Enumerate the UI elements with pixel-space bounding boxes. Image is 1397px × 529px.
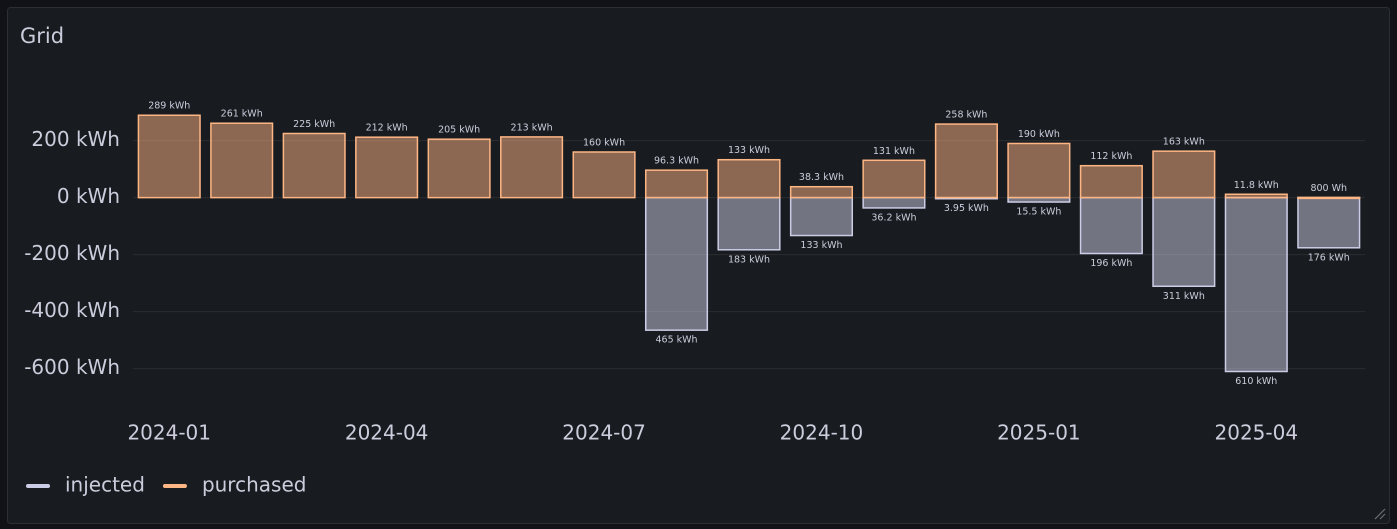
bar — [717, 196, 781, 251]
x-tick-label: 2024-04 — [345, 421, 429, 445]
value-label: 163 kWh — [1163, 137, 1205, 148]
y-tick-label: -600 kWh — [24, 355, 120, 379]
bar — [1152, 150, 1216, 199]
bar — [427, 138, 491, 199]
value-label: 96.3 kWh — [654, 156, 699, 167]
x-tick-label: 2025-01 — [997, 421, 1081, 445]
value-label: 212 kWh — [366, 123, 408, 134]
value-label: 800 Wh — [1310, 183, 1347, 194]
bar — [282, 132, 346, 199]
bar — [1079, 196, 1143, 255]
bar — [1224, 193, 1288, 199]
value-label: 3.95 kWh — [944, 203, 989, 214]
value-label: 205 kWh — [438, 125, 480, 136]
value-label: 38.3 kWh — [799, 172, 844, 183]
x-tick-label: 2024-10 — [780, 421, 864, 445]
bar — [1297, 196, 1361, 200]
bar — [1007, 142, 1071, 199]
value-label: 112 kWh — [1090, 151, 1132, 162]
y-tick-label: 0 kWh — [57, 184, 120, 208]
x-tick-label: 2024-01 — [127, 421, 211, 445]
bar — [1224, 196, 1288, 373]
value-label: 465 kWh — [655, 335, 697, 346]
value-label: 258 kWh — [945, 110, 987, 121]
value-label: 261 kWh — [221, 109, 263, 120]
value-label: 15.5 kWh — [1016, 207, 1061, 218]
value-label: 213 kWh — [511, 122, 553, 133]
bar — [137, 114, 201, 199]
value-label: 160 kWh — [583, 138, 625, 149]
bar — [862, 159, 926, 199]
value-label: 610 kWh — [1235, 376, 1277, 387]
value-label: 11.8 kWh — [1234, 180, 1279, 191]
y-tick-label: 200 kWh — [31, 127, 120, 151]
bar — [644, 169, 709, 199]
value-label: 190 kWh — [1018, 129, 1060, 140]
bar — [355, 136, 419, 199]
value-label: 311 kWh — [1163, 291, 1205, 302]
bar — [789, 196, 854, 237]
x-tick-label: 2025-04 — [1215, 421, 1299, 445]
bar — [500, 136, 564, 199]
value-label: 289 kWh — [148, 101, 190, 112]
bar — [789, 185, 854, 199]
value-label: 225 kWh — [293, 119, 335, 130]
bar — [717, 158, 781, 199]
bar — [1079, 164, 1143, 199]
value-label: 131 kWh — [873, 146, 915, 157]
bar — [210, 122, 274, 199]
bar — [862, 196, 926, 209]
bar — [1152, 196, 1216, 288]
value-label: 196 kWh — [1090, 258, 1132, 269]
value-label: 183 kWh — [728, 254, 770, 265]
value-label: 176 kWh — [1308, 252, 1350, 263]
legend-label[interactable]: injected — [65, 473, 145, 497]
bar — [1297, 196, 1361, 249]
legend-label[interactable]: purchased — [202, 473, 307, 497]
bar — [572, 151, 636, 199]
value-label: 36.2 kWh — [871, 212, 916, 223]
bar — [644, 196, 709, 331]
bar — [934, 123, 998, 199]
value-label: 133 kWh — [728, 145, 770, 156]
y-tick-label: -400 kWh — [24, 298, 120, 322]
x-tick-label: 2024-07 — [562, 421, 646, 445]
resize-handle[interactable] — [1374, 508, 1386, 520]
panel-title: Grid — [20, 24, 64, 48]
y-tick-label: -200 kWh — [24, 241, 120, 265]
value-label: 133 kWh — [800, 240, 842, 251]
